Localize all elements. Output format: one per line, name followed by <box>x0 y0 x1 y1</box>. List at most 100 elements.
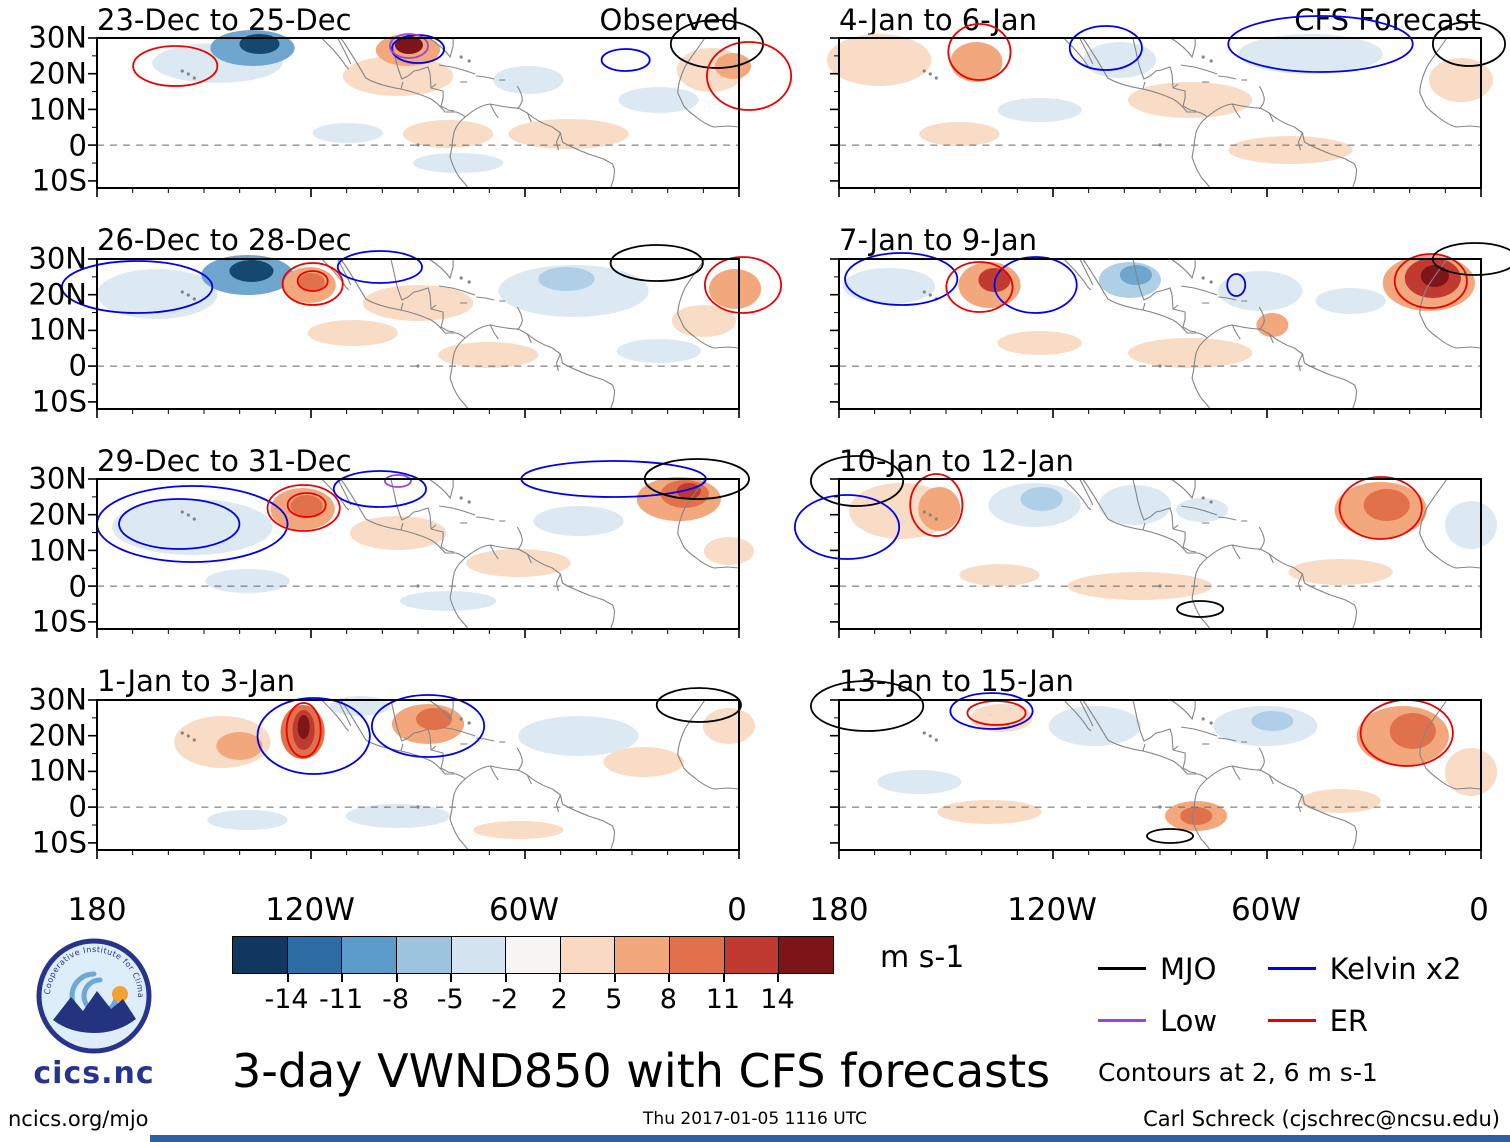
y-tick-label: 20N <box>28 56 87 91</box>
map-canvas <box>60 244 783 418</box>
map-panel: 13-Jan to 15-Jan <box>810 665 1498 859</box>
legend-item: Kelvin x2 <box>1267 951 1498 986</box>
contours-note: Contours at 2, 6 m s-1 <box>1098 1057 1378 1087</box>
panel-header: 13-Jan to 15-Jan <box>839 665 1481 698</box>
colorbar-tick-label: 8 <box>659 983 677 1015</box>
y-axis-labels: 30N 20N 10N 0 10S <box>10 21 97 198</box>
panel-corner-label: CFS Forecast <box>1294 3 1481 37</box>
colorbar-tick-label: 5 <box>605 983 623 1015</box>
map-row <box>829 242 1510 418</box>
mountains-icon <box>53 990 136 1033</box>
x-axis-labels: 180 120W 60W 0 <box>67 886 746 932</box>
map-canvas <box>87 19 793 198</box>
wave-contour-layer <box>132 19 793 112</box>
colorbar-tick-label: -14 <box>264 983 309 1015</box>
map-row <box>826 15 1506 198</box>
colorbar-tick-label: 11 <box>705 983 741 1015</box>
cics-logo-block: Cooperative Institute for Climate and Sa… <box>8 929 180 1091</box>
map-border <box>95 37 741 190</box>
y-tick-label: 10N <box>28 312 87 347</box>
x-tick-label: 180 <box>67 891 127 928</box>
colorbar-tick <box>777 973 780 982</box>
axis-ticks <box>829 478 1482 639</box>
map-panel: 7-Jan to 9-Jan <box>829 224 1510 418</box>
coastline-layer <box>922 699 1482 851</box>
map-panel: 4-Jan to 6-Jan CFS Forecast <box>826 3 1506 198</box>
x-tick-label: 180 <box>809 891 869 928</box>
map-row: 30N 20N 10N 0 10S <box>10 241 783 418</box>
coastline-layer <box>180 258 740 410</box>
colorbar-units: m s-1 <box>880 939 965 975</box>
colorbar-segment <box>342 936 397 973</box>
y-tick-label: 10S <box>31 384 87 419</box>
anomaly-fill-layer <box>849 482 1498 601</box>
x-tick-label: 60W <box>488 891 560 928</box>
footer-bar <box>150 1135 1510 1142</box>
x-tick-label: 0 <box>1469 891 1489 928</box>
colorbar-tick <box>504 973 507 982</box>
y-tick-label: 0 <box>68 127 87 162</box>
panel-date-range: 10-Jan to 12-Jan <box>839 443 1074 478</box>
colorbar-tick <box>613 973 616 982</box>
colorbar-segment <box>670 936 725 973</box>
y-tick-label: 0 <box>68 789 87 824</box>
colorbar-tick-label: 2 <box>550 983 568 1015</box>
colorbar-tick <box>722 973 725 982</box>
map-border <box>837 257 1483 410</box>
colorbar-segment <box>506 936 561 973</box>
panel-header: 1-Jan to 3-Jan <box>97 665 739 698</box>
y-tick-label: 20N <box>28 717 87 752</box>
map-canvas <box>829 242 1510 418</box>
y-axis-labels: 30N 20N 10N 0 10S <box>10 241 97 418</box>
colorbar-tick <box>668 973 671 982</box>
map-row: 30N 20N 10N 0 10S <box>10 19 793 198</box>
panel-date-range: 4-Jan to 6-Jan <box>839 3 1038 37</box>
footer-credit: Carl Schreck (cjschrec@ncsu.edu) <box>1143 1107 1500 1131</box>
colorbar-tick <box>395 973 398 982</box>
map-border <box>837 478 1483 631</box>
y-tick-label: 10S <box>31 604 87 639</box>
colorbar-tick-label: 14 <box>760 983 795 1015</box>
legend-block: MJO Low Kelvin x2 ER Contours at 2, 6 m s-1 <box>1098 936 1498 1087</box>
x-axis-labels: 180 120W 60W 0 <box>809 886 1488 932</box>
coastline-layer <box>180 478 740 630</box>
wave-contour-layer <box>96 458 750 564</box>
x-tick-label: 0 <box>727 891 747 928</box>
panel-grid: 23-Dec to 25-Dec Observed 30N 20N 10N 0 10S 26-… <box>10 3 1510 932</box>
y-tick-label: 10N <box>28 753 87 788</box>
colorbar-segment <box>287 936 343 973</box>
anomaly-fill-layer <box>877 703 1498 831</box>
map-border <box>837 37 1483 190</box>
map-border <box>837 698 1483 851</box>
cics-logo: Cooperative Institute for Climate and Sa… <box>31 929 152 1054</box>
legend-line-sample-kelvin <box>1267 967 1316 971</box>
wave-contour-layer <box>844 242 1510 314</box>
legend-label: Kelvin x2 <box>1329 951 1462 986</box>
panel-header: 23-Dec to 25-Dec Observed <box>97 4 739 37</box>
wave-contour-layer <box>793 455 1423 619</box>
colorbar-tick-label: -8 <box>382 983 410 1015</box>
y-tick-label: 0 <box>68 568 87 603</box>
colorbar-segment <box>615 936 671 973</box>
map-canvas <box>793 455 1498 639</box>
panel-header: 10-Jan to 12-Jan <box>839 443 1481 478</box>
map-panel: 29-Dec to 31-Dec 30N 20N 10N 0 10S <box>10 444 755 639</box>
colorbar-tick <box>286 973 289 982</box>
colorbar-tick <box>341 973 344 982</box>
map-border <box>95 478 741 631</box>
colorbar-segment <box>396 936 452 973</box>
map-canvas <box>810 679 1498 859</box>
panel-header: 7-Jan to 9-Jan <box>839 224 1481 257</box>
map-row: 30N 20N 10N 0 10S <box>10 458 755 639</box>
map-border <box>95 698 741 851</box>
legend-line-sample-low <box>1098 1019 1146 1023</box>
colorbar-tick <box>559 973 562 982</box>
y-tick-label: 20N <box>28 276 87 311</box>
map-row <box>793 455 1498 639</box>
wave-contour-layer <box>256 686 742 775</box>
colorbar-wrap: -14 -11 -8 -5 -2 2 5 8 11 14 <box>232 935 834 1020</box>
chart-title: 3-day VWND850 with CFS forecasts <box>232 1043 1051 1098</box>
panel-header: 4-Jan to 6-Jan CFS Forecast <box>839 3 1481 37</box>
axis-ticks <box>829 699 1482 859</box>
colorbar-tick-label: -11 <box>319 983 364 1015</box>
